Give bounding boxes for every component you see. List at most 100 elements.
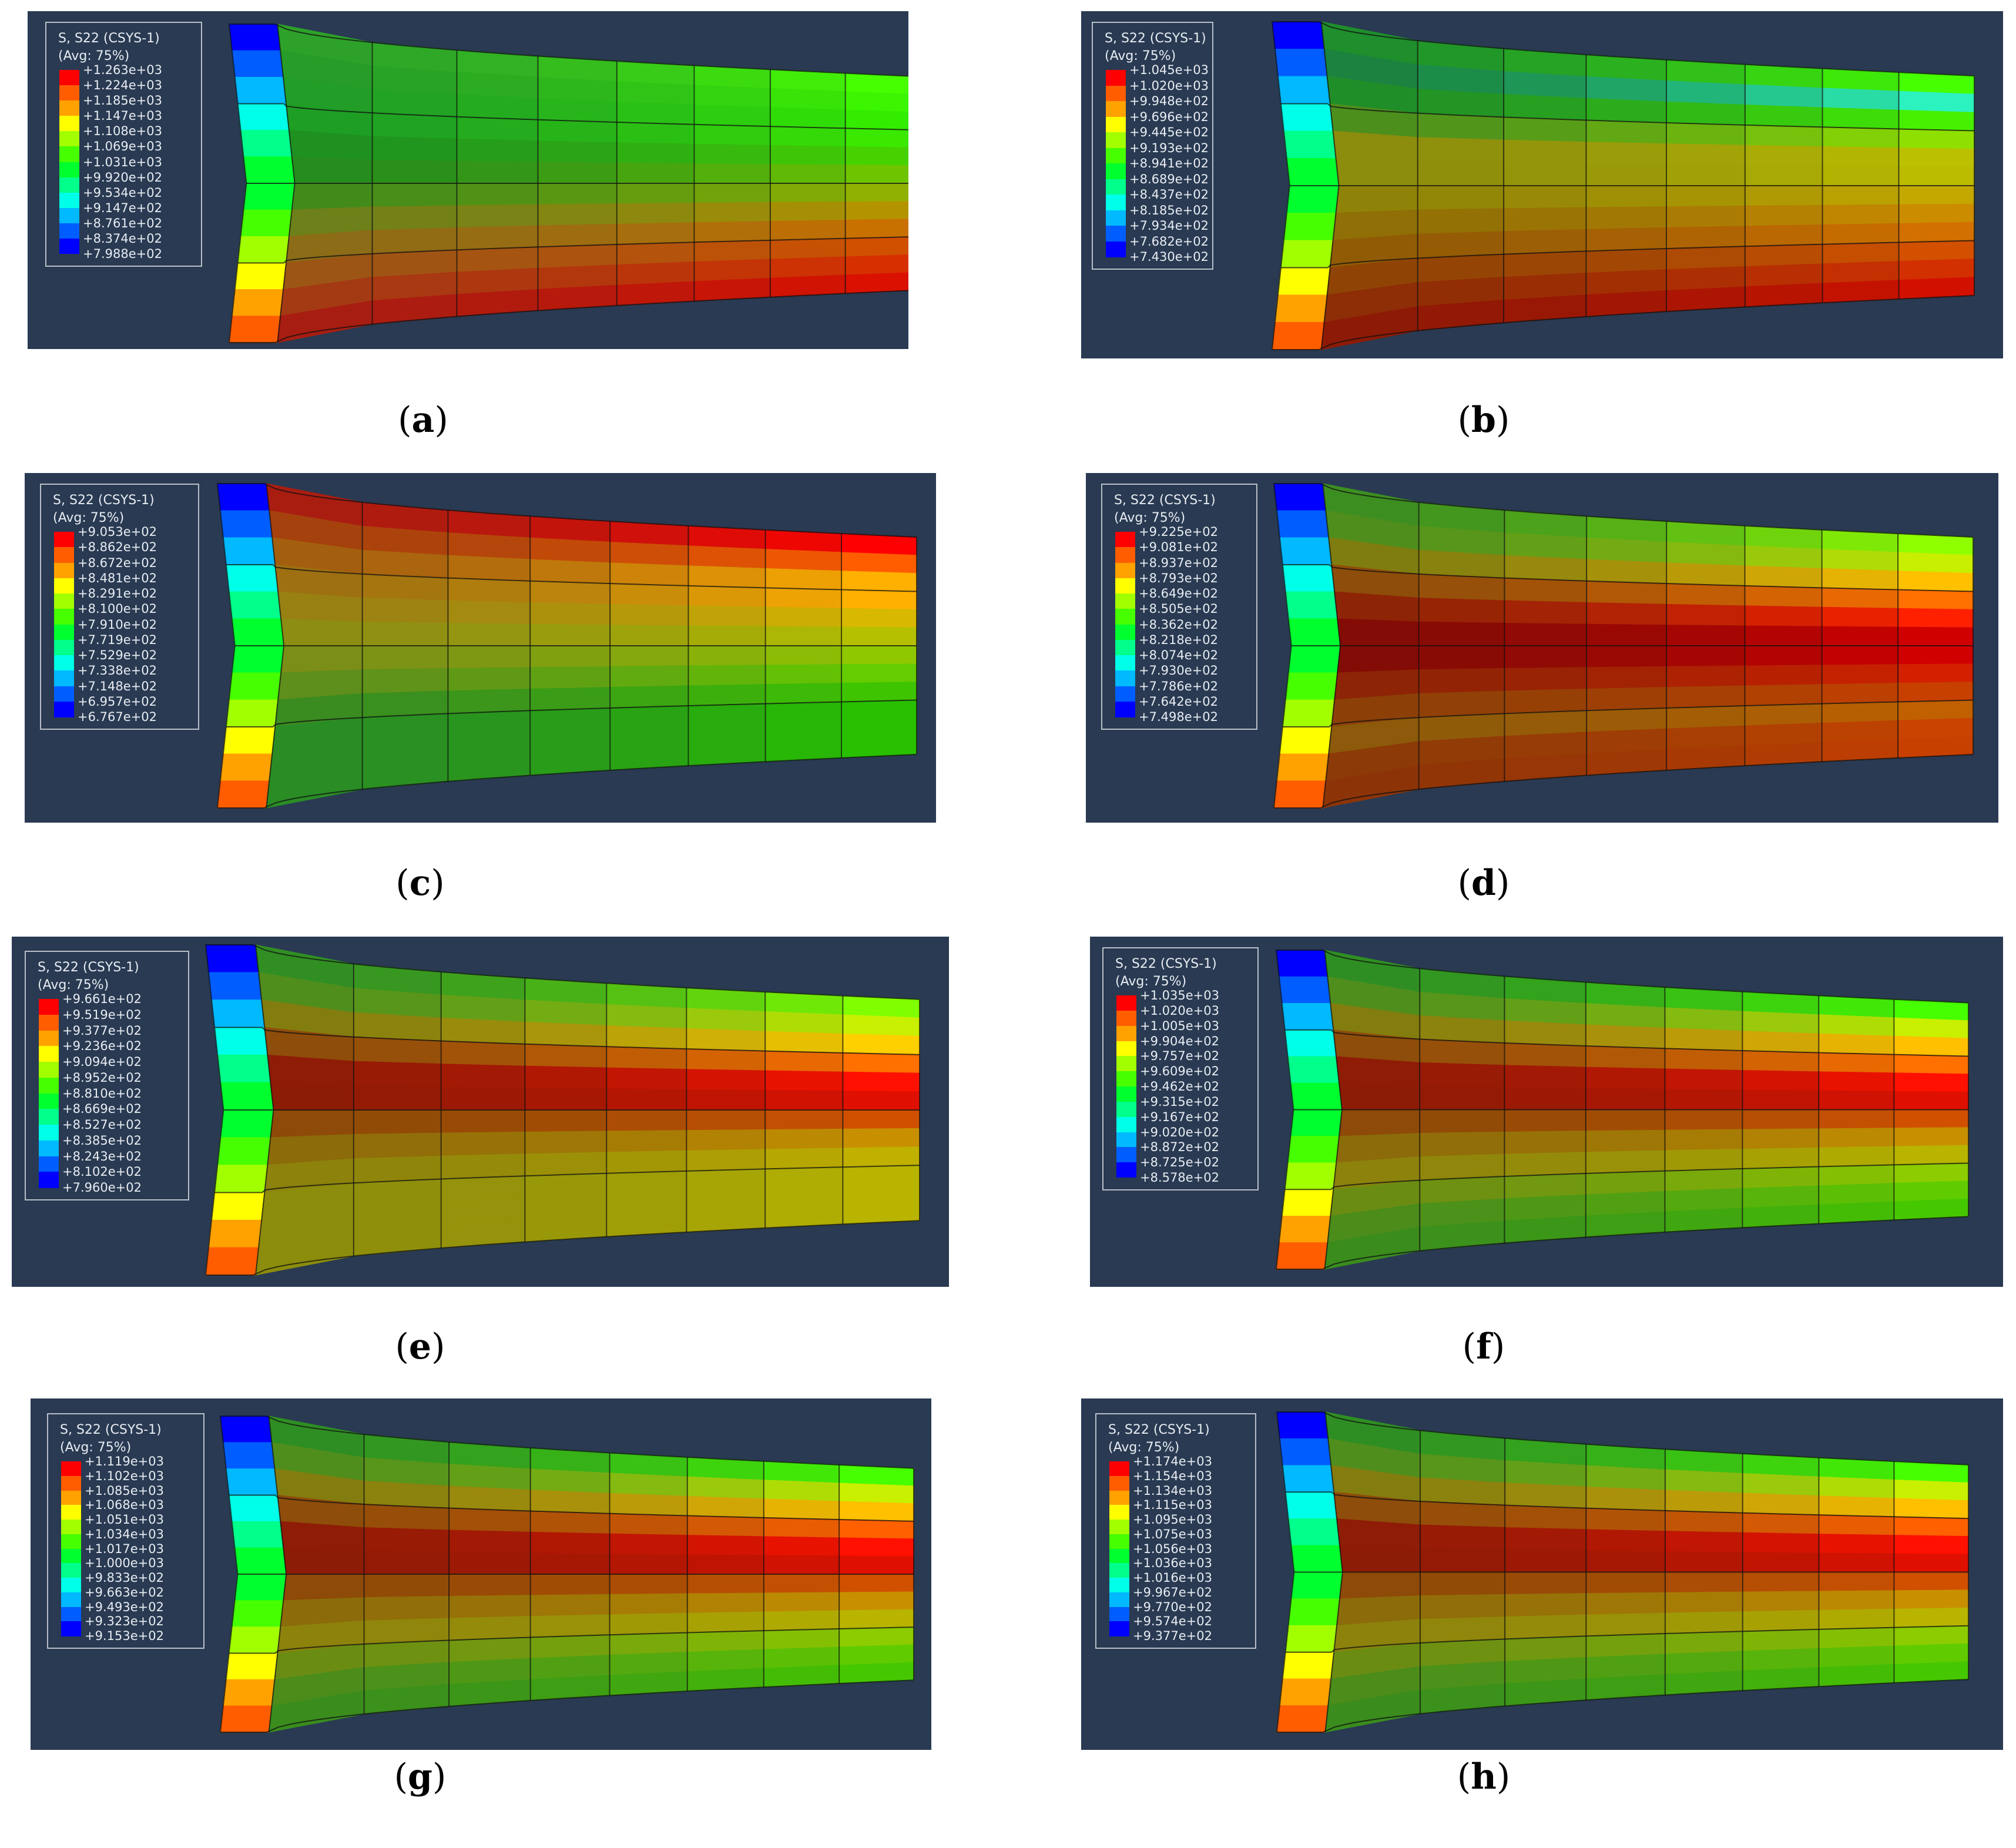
legend-value-label: +1.174e+03 (1133, 1454, 1212, 1468)
legend-color-swatch (61, 1534, 81, 1549)
contour-cell (1742, 1591, 1819, 1612)
mesh-edge (1284, 1162, 1969, 1190)
contour-cell (1893, 1072, 1969, 1092)
contour-cell (243, 156, 296, 184)
contour-cell (770, 126, 846, 147)
contour-cell (1285, 591, 1338, 619)
contour-cell (1745, 125, 1823, 147)
mesh-edge (229, 1494, 914, 1522)
contour-cell (456, 116, 538, 142)
legend-color-swatch (1116, 1116, 1136, 1132)
contour-legend: S, S22 (CSYS-1) (Avg: 75%) +1.263e+03 +1.22… (45, 22, 202, 267)
contour-cell (687, 1592, 764, 1614)
contour-cell (1585, 248, 1667, 274)
legend-averaging: (Avg: 75%) (53, 511, 125, 525)
contour-cell (1818, 1590, 1894, 1611)
contour-cell (1742, 1532, 1819, 1554)
contour-cell (770, 145, 846, 166)
contour-cell (845, 146, 908, 166)
mesh-edge (229, 24, 908, 77)
contour-cell (1897, 571, 1974, 592)
contour-cell (364, 1595, 450, 1621)
contour-cell (1893, 1109, 1969, 1129)
contour-cell (1822, 626, 1898, 646)
legend-value-label: +8.952e+02 (62, 1070, 142, 1085)
legend-value-label: +1.035e+03 (1140, 988, 1219, 1002)
contour-cell (448, 1616, 531, 1641)
contour-cell (353, 1109, 442, 1135)
legend-value-label: +1.045e+03 (1129, 63, 1209, 77)
contour-cell (232, 645, 284, 673)
contour-cell (237, 236, 290, 263)
legend-value-label: +8.102e+02 (62, 1165, 142, 1179)
contour-cell (234, 263, 287, 290)
contour-cell (845, 272, 908, 294)
contour-cell (372, 205, 457, 231)
contour-cell (217, 1137, 271, 1166)
contour-cell (764, 1051, 843, 1072)
contour-cell (223, 1679, 275, 1706)
contour-cell (1664, 1028, 1743, 1051)
contour-cell (770, 256, 846, 279)
legend-value-label: +1.134e+03 (1133, 1483, 1212, 1498)
legend-color-swatch (1115, 593, 1135, 609)
contour-cell (1898, 147, 1975, 168)
contour-cell (1274, 294, 1328, 323)
mesh-edge (220, 1416, 914, 1469)
legend-color-swatch (39, 1062, 59, 1078)
contour-cell (616, 242, 695, 266)
contour-cell (686, 1168, 766, 1192)
contour-cell (362, 598, 448, 624)
contour-cell (687, 1515, 764, 1537)
contour-cell (686, 1028, 766, 1052)
contour-cell (1273, 780, 1326, 809)
contour-cell (1665, 1611, 1743, 1634)
contour-legend: S, S22 (CSYS-1) (Avg: 75%) +1.045e+03 +1.02… (1092, 22, 1213, 270)
legend-value-label: +1.069e+03 (83, 139, 162, 154)
legend-color-swatch (59, 70, 79, 86)
contour-cell (1504, 1678, 1586, 1706)
contour-panel-e: S, S22 (CSYS-1) (Avg: 75%) +9.661e+02 +9.51… (12, 937, 949, 1287)
contour-cell (687, 1495, 764, 1518)
legend-color-swatch (54, 701, 74, 717)
contour-cell (1503, 71, 1586, 99)
contour-cell (229, 1626, 281, 1654)
legend-value-label: +7.910e+02 (78, 617, 157, 632)
contour-cell (845, 183, 908, 202)
contour-cell (220, 1082, 274, 1111)
contour-cell (211, 1192, 265, 1220)
legend-color-swatch (1116, 1147, 1136, 1163)
contour-cell (529, 707, 610, 733)
contour-cell (232, 1600, 284, 1628)
contour-cell (1893, 1516, 1969, 1537)
contour-cell (1745, 244, 1823, 267)
contour-cell (1742, 1609, 1819, 1632)
contour-cell (364, 1550, 450, 1575)
contour-cell (1664, 1129, 1743, 1151)
legend-color-swatch (61, 1475, 81, 1491)
legend-value-label: +1.263e+03 (83, 63, 162, 77)
contour-cell (364, 1527, 450, 1553)
contour-cell (240, 130, 293, 157)
contour-cell (1585, 1508, 1666, 1532)
contour-cell (687, 1630, 764, 1653)
contour-cell (838, 1519, 914, 1540)
contour-cell (841, 699, 917, 721)
contour-cell (765, 626, 842, 646)
contour-cell (609, 725, 689, 750)
legend-value-label: +8.505e+02 (1139, 602, 1218, 616)
contour-cell (1282, 1652, 1334, 1679)
contour-cell (1898, 203, 1975, 224)
contour-cell (1898, 166, 1975, 186)
contour-cell (1666, 541, 1745, 566)
contour-cell (1822, 701, 1898, 724)
legend-value-label: +8.218e+02 (1139, 632, 1218, 647)
contour-cell (693, 143, 771, 165)
legend-value-label: +9.757e+02 (1140, 1049, 1219, 1064)
legend-color-swatch (61, 1578, 81, 1593)
contour-cell (1585, 1129, 1665, 1153)
mesh-edge (226, 699, 917, 727)
legend-color-swatch (61, 1490, 81, 1505)
legend-value-label: +9.833e+02 (85, 1571, 164, 1585)
contour-cell (1897, 682, 1974, 702)
